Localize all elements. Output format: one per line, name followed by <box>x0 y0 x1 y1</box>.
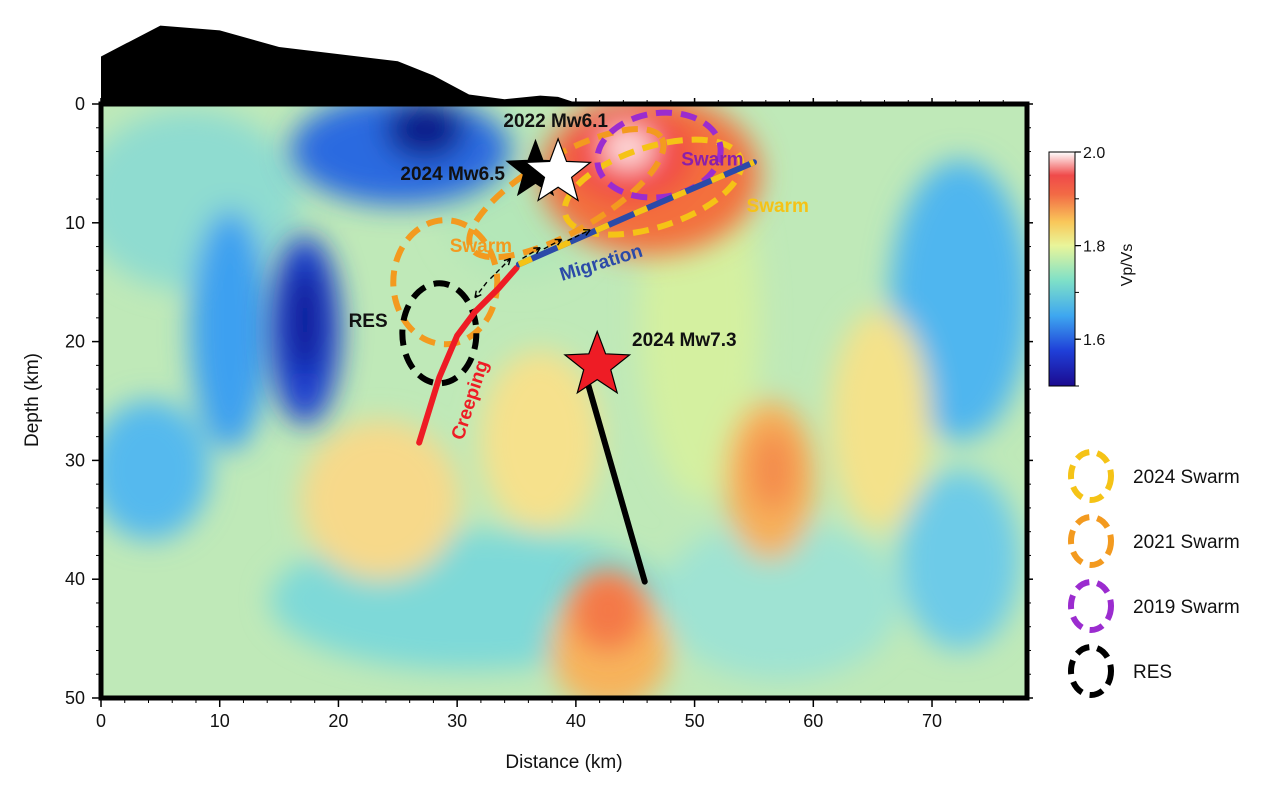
event-label: 2022 Mw6.1 <box>503 111 608 132</box>
y-tick-label: 50 <box>65 688 85 708</box>
x-axis: 0 10 20 30 40 50 60 70 <box>96 98 1004 731</box>
migration-dash <box>517 159 756 268</box>
migration-arrow-head <box>554 238 563 246</box>
migration-arrow-head <box>474 290 482 299</box>
field-anomalies <box>269 104 793 650</box>
migration-arrow-head <box>583 229 591 236</box>
legend-label: RES <box>1133 662 1172 683</box>
overlays: 2022 Mw6.1 2024 Mw6.5 2024 Mw7.3 Swarm Swarm… <box>349 109 809 585</box>
legend-swatch <box>1068 579 1114 633</box>
migration-arrow-head <box>533 247 541 255</box>
y-axis: 0 10 20 30 40 50 <box>65 94 1033 708</box>
res-outline <box>399 280 480 387</box>
colorbar: 1.6 1.8 2.0 Vp/Vs <box>1048 145 1136 387</box>
colorbar-title: Vp/Vs <box>1119 244 1136 287</box>
migration-arrow-head <box>503 257 512 266</box>
event-star <box>563 329 632 395</box>
creeping-fault <box>416 264 520 446</box>
legend-swatch <box>1068 644 1114 698</box>
colorbar-ticks: 1.6 1.8 2.0 <box>1075 145 1105 387</box>
migration-arrow <box>474 281 488 299</box>
event-star <box>524 137 593 202</box>
mainshock-fault <box>584 380 648 585</box>
x-tick-label: 60 <box>803 711 823 731</box>
colorbar-ramp <box>1048 151 1076 387</box>
swarm-2024-outline <box>561 136 745 238</box>
colorbar-tick-label: 1.6 <box>1083 332 1105 349</box>
swarm-2021-outline-upper <box>466 126 667 261</box>
legend: 2024 Swarm 2021 Swarm 2019 Swarm RES <box>1068 449 1240 698</box>
res-label: RES <box>349 311 388 332</box>
y-tick-label: 10 <box>65 213 85 233</box>
swarm-2021-outline-lower <box>390 217 501 348</box>
migration-arrow <box>489 257 512 280</box>
x-tick-label: 40 <box>566 711 586 731</box>
legend-label: 2024 Swarm <box>1133 467 1240 488</box>
legend-label: 2021 Swarm <box>1133 532 1240 553</box>
migration-arrow <box>522 247 541 260</box>
swarm-label: Swarm <box>681 149 743 170</box>
swarm-label: Swarm <box>450 236 512 257</box>
legend-swatch <box>1068 449 1114 503</box>
topography-profile <box>101 25 576 105</box>
y-tick-label: 20 <box>65 332 85 352</box>
migration-arrow <box>543 238 562 250</box>
plot-frame <box>98 101 1030 701</box>
event-label: 2024 Mw6.5 <box>400 164 505 185</box>
swarm-2019-outline <box>594 109 724 201</box>
y-tick-label: 30 <box>65 450 85 470</box>
y-axis-title: Depth (km) <box>22 353 43 447</box>
colorbar-tick-label: 1.8 <box>1083 239 1105 256</box>
legend-label: 2019 Swarm <box>1133 597 1240 618</box>
swarm-label: Swarm <box>747 196 809 217</box>
x-tick-label: 70 <box>922 711 942 731</box>
x-tick-label: 10 <box>210 711 230 731</box>
event-label: 2024 Mw7.3 <box>632 330 737 351</box>
x-tick-label: 0 <box>96 711 106 731</box>
y-tick-label: 40 <box>65 569 85 589</box>
field-blobs <box>101 110 1027 698</box>
migration-arrow <box>567 229 591 242</box>
legend-swatch <box>1068 514 1114 568</box>
colorbar-tick-label: 2.0 <box>1083 145 1105 162</box>
x-axis-title: Distance (km) <box>505 752 622 773</box>
x-tick-label: 30 <box>447 711 467 731</box>
x-tick-label: 20 <box>328 711 348 731</box>
x-tick-label: 50 <box>685 711 705 731</box>
y-tick-label: 0 <box>75 94 85 114</box>
